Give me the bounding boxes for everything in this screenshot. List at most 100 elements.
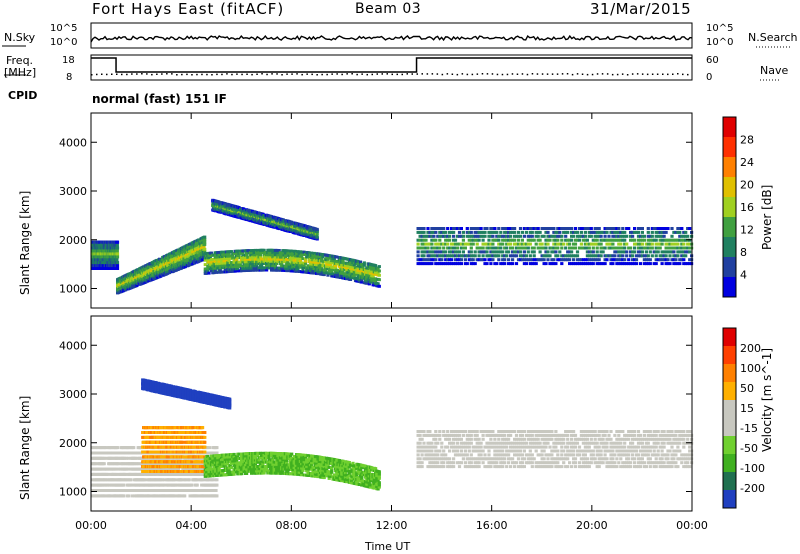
heatmap-cell (288, 253, 292, 257)
heatmap-cell (489, 246, 493, 250)
heatmap-cell (316, 272, 320, 276)
heatmap-cell (442, 254, 446, 258)
heatmap-cell (530, 258, 534, 262)
heatmap-cell (446, 254, 450, 258)
heatmap-cell (513, 250, 517, 254)
heatmap-cell (255, 253, 259, 257)
heatmap-cell (554, 230, 558, 234)
heatmap-cell (544, 242, 548, 246)
heatmap-cell (570, 254, 574, 258)
heatmap-cell (212, 271, 216, 275)
heatmap-cell (418, 238, 422, 242)
nave-dot (356, 73, 358, 76)
heatmap-cell (453, 246, 458, 250)
heatmap-cell (222, 255, 226, 258)
heatmap-cell (513, 234, 517, 238)
heatmap-cell (455, 254, 460, 258)
heatmap-cell (145, 279, 149, 283)
heatmap-cell (364, 279, 368, 283)
heatmap-cell (115, 258, 119, 262)
heatmap-cell (581, 246, 585, 250)
heatmap-cell (307, 264, 311, 268)
heatmap-cell (544, 246, 548, 250)
heatmap-cell (489, 262, 493, 266)
heatmap-cell (509, 262, 513, 266)
heatmap-cell (516, 242, 521, 246)
nave-dot (196, 73, 198, 76)
heatmap-cell (448, 258, 452, 262)
heatmap-cell (536, 246, 540, 250)
heatmap-cell (236, 267, 240, 271)
heatmap-cell (311, 264, 315, 268)
heatmap-cell (544, 227, 548, 230)
heatmap-cell (438, 238, 442, 242)
heatmap-cell (491, 242, 495, 246)
heatmap-cell (203, 235, 207, 239)
heatmap-cell (528, 238, 532, 242)
heatmap-cell (503, 254, 507, 258)
heatmap-cell (216, 262, 220, 266)
heatmap-cell (481, 246, 485, 250)
nsky-tick-low: 10^0 (50, 37, 78, 48)
heatmap-cell (267, 262, 271, 265)
heatmap-cell (310, 251, 314, 255)
heatmap-cell (509, 246, 513, 250)
heatmap-cell (516, 246, 521, 250)
nave-dot (667, 73, 669, 76)
heatmap-cell (568, 262, 572, 266)
heatmap-cell (585, 246, 589, 250)
heatmap-cell (471, 258, 475, 262)
heatmap-cell (442, 242, 446, 246)
heatmap-cell (570, 238, 574, 242)
heatmap-cell (448, 234, 452, 238)
heatmap-cell (422, 262, 426, 266)
heatmap-cell (536, 238, 540, 242)
heatmap-cell (457, 242, 462, 246)
heatmap-cell (251, 268, 255, 272)
heatmap-cell (428, 230, 432, 234)
heatmap-cell (489, 234, 493, 238)
nave-dot (231, 73, 233, 76)
heatmap-cell (312, 271, 316, 275)
heatmap-cell (528, 230, 532, 234)
heatmap-cell (426, 250, 430, 254)
heatmap-cell (303, 261, 308, 265)
heatmap-cell (209, 251, 214, 255)
heatmap-cell (193, 261, 197, 265)
heatmap-cell (491, 254, 495, 258)
heatmap-cell (487, 246, 491, 250)
nave-dot (316, 74, 318, 76)
heatmap-cell (461, 238, 465, 242)
heatmap-cell (453, 227, 458, 230)
heatmap-cell (277, 249, 281, 252)
nave-dot (296, 73, 298, 75)
heatmap-cell (318, 268, 323, 272)
heatmap-cell (177, 254, 181, 258)
heatmap-cell (307, 251, 311, 255)
heatmap-cell (426, 230, 430, 234)
heatmap-cell (247, 249, 251, 253)
heatmap-cell (542, 227, 546, 230)
nave-dot (171, 73, 173, 75)
nave-dot (646, 73, 649, 76)
nave-dot (146, 73, 148, 75)
heatmap-cell (544, 254, 548, 258)
heatmap-cell (453, 238, 458, 242)
nave-dot (261, 73, 263, 75)
heatmap-cell (483, 262, 487, 266)
heatmap-cell (203, 247, 207, 251)
heatmap-cell (268, 255, 272, 259)
heatmap-cell (446, 258, 450, 262)
heatmap-cell (477, 230, 481, 234)
nave-dot (596, 73, 599, 75)
heatmap-cell (333, 264, 338, 268)
heatmap-cell (570, 234, 574, 238)
heatmap-cell (323, 260, 328, 264)
nave-dot (106, 73, 108, 76)
heatmap-cell (564, 258, 568, 262)
heatmap-cell (522, 242, 526, 246)
heatmap-cell (469, 230, 473, 234)
heatmap-cell (518, 242, 523, 246)
heatmap-cell (518, 250, 523, 254)
heatmap-cell (534, 242, 538, 246)
